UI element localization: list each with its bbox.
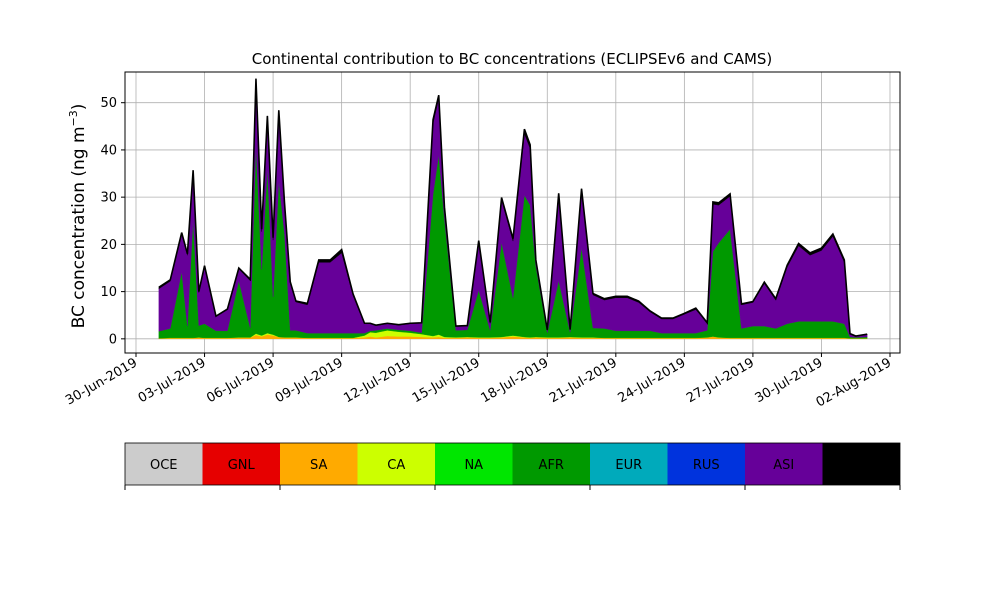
x-tick-label: 02-Aug-2019 bbox=[814, 355, 894, 410]
legend-swatch-oce bbox=[125, 443, 203, 485]
total-outline bbox=[158, 78, 868, 337]
x-tick-label: 30-Jun-2019 bbox=[63, 355, 140, 408]
legend-label-gnl: GNL bbox=[228, 458, 256, 473]
chart-title: Continental contribution to BC concentra… bbox=[252, 50, 773, 68]
legend-swatch-sa bbox=[280, 443, 358, 485]
legend-label-rus: RUS bbox=[693, 458, 720, 473]
legend-swatch-na bbox=[435, 443, 513, 485]
y-axis-label-close: ) bbox=[69, 104, 89, 111]
y-tick-label: 30 bbox=[100, 191, 117, 206]
legend-label-eur: EUR bbox=[615, 458, 642, 473]
x-tick-label: 18-Jul-2019 bbox=[478, 355, 551, 406]
legend-swatch-eur bbox=[590, 443, 668, 485]
y-axis-ticks: 0 10 20 30 40 50 bbox=[100, 96, 125, 347]
legend-label-asi: ASI bbox=[773, 458, 794, 473]
legend-swatch-afr bbox=[512, 443, 590, 485]
x-tick-label: 12-Jul-2019 bbox=[341, 355, 414, 406]
y-tick-label: 20 bbox=[100, 238, 117, 253]
y-tick-label: 40 bbox=[100, 143, 117, 158]
legend-swatch-gnl bbox=[202, 443, 280, 485]
y-tick-label: 0 bbox=[109, 332, 117, 347]
legend-label-aus: AUS bbox=[848, 458, 875, 473]
legend-colorbar: OCE GNL SA CA NA AFR EUR RUS ASI AUS bbox=[124, 442, 901, 490]
plot-border bbox=[124, 71, 901, 354]
y-axis-label: BC concentration (ng m−3) bbox=[67, 104, 89, 329]
x-tick-label: 09-Jul-2019 bbox=[273, 355, 346, 406]
plot-frame bbox=[124, 71, 901, 354]
y-tick-label: 10 bbox=[100, 285, 117, 300]
x-tick-label: 21-Jul-2019 bbox=[547, 355, 620, 406]
legend-label-afr: AFR bbox=[539, 458, 564, 473]
y-tick-label: 50 bbox=[100, 96, 117, 111]
x-tick-label: 24-Jul-2019 bbox=[616, 355, 689, 406]
x-tick-label: 03-Jul-2019 bbox=[136, 355, 209, 406]
legend-swatch-ca bbox=[357, 443, 435, 485]
x-axis-ticks: 30-Jun-201903-Jul-201906-Jul-201909-Jul-… bbox=[63, 353, 894, 411]
stacked-areas bbox=[158, 78, 868, 340]
legend-border bbox=[124, 442, 901, 486]
legend-swatch-asi bbox=[745, 443, 823, 485]
x-tick-label: 27-Jul-2019 bbox=[684, 355, 757, 406]
legend-label-sa: SA bbox=[310, 458, 327, 473]
y-axis-label-exponent: −3 bbox=[67, 110, 80, 126]
legend-label-oce: OCE bbox=[150, 458, 178, 473]
y-axis-label-main: BC concentration (ng m bbox=[69, 126, 89, 328]
x-tick-label: 06-Jul-2019 bbox=[204, 355, 277, 406]
legend-swatch-aus bbox=[822, 443, 900, 485]
legend-label-na: NA bbox=[464, 458, 483, 473]
legend-swatch-rus bbox=[667, 443, 745, 485]
x-tick-label: 15-Jul-2019 bbox=[410, 355, 483, 406]
legend-label-ca: CA bbox=[387, 458, 405, 473]
